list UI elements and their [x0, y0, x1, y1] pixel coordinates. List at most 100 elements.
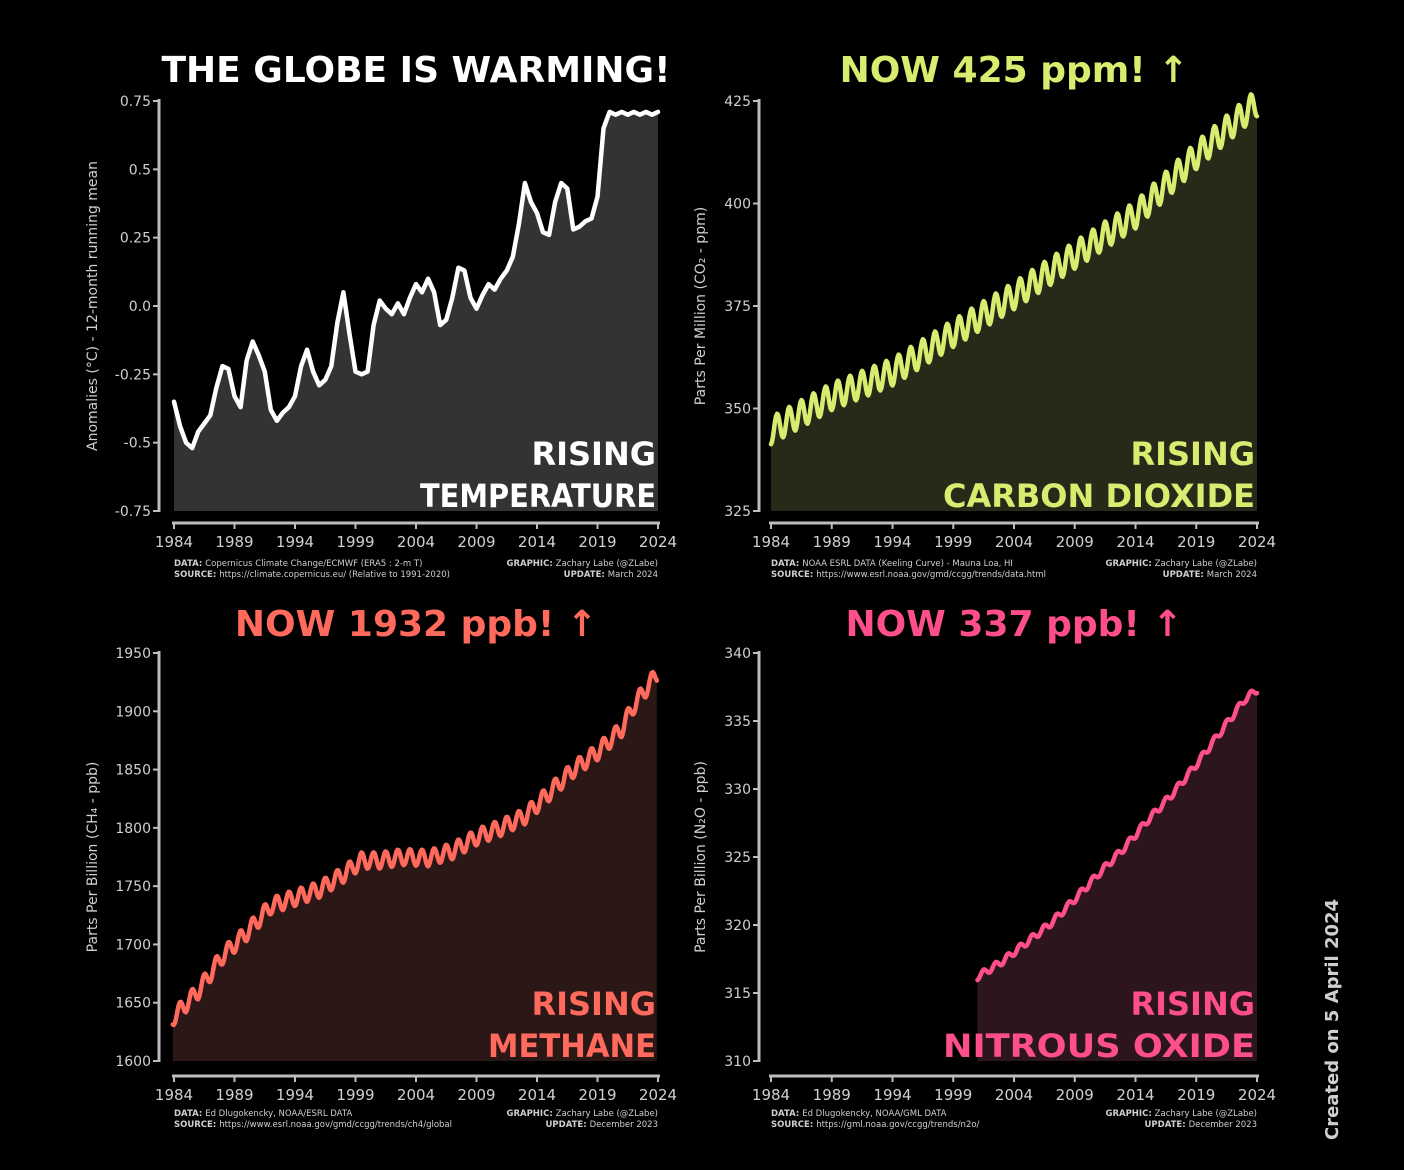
- series-line: [171, 109, 661, 451]
- x-tick-label: 1989: [215, 533, 253, 551]
- footer-key: DATA:: [174, 1109, 205, 1119]
- footer-value: Zachary Labe (@ZLabe): [556, 1109, 658, 1119]
- footer-left-line: SOURCE: https://climate.copernicus.eu/ (…: [174, 570, 450, 580]
- y-axis-label: Anomalies (°C) - 12-month running mean: [85, 161, 101, 451]
- footer-right-line: UPDATE: December 2023: [1145, 1120, 1258, 1130]
- footer-key: UPDATE:: [1145, 1120, 1189, 1130]
- y-tick-label: 0.75: [120, 94, 151, 110]
- series-area: [977, 690, 1257, 1061]
- x-tick-label: 2024: [639, 1086, 677, 1104]
- series-line: [768, 92, 1260, 447]
- y-tick-label: 400: [724, 197, 751, 213]
- x-tick-label: 1999: [934, 533, 972, 551]
- x-tick-label: 2009: [1056, 533, 1094, 551]
- x-tick-label: 2004: [397, 1086, 435, 1104]
- footer-key: UPDATE:: [546, 1120, 590, 1130]
- y-axis-label: Parts Per Million (CO₂ - ppm): [693, 207, 709, 405]
- footer-value: Zachary Labe (@ZLabe): [556, 559, 658, 569]
- footer-left-line: SOURCE: https://www.esrl.noaa.gov/gmd/cc…: [174, 1120, 452, 1130]
- footer-right-line: UPDATE: March 2024: [564, 570, 658, 580]
- y-tick-label: 335: [724, 714, 751, 730]
- footer-key: GRAPHIC:: [1105, 559, 1154, 569]
- y-tick-label: 315: [724, 986, 751, 1002]
- footer-value: https://climate.copernicus.eu/ (Relative…: [219, 570, 450, 580]
- annotation-line-2: TEMPERATURE: [420, 477, 656, 515]
- footer-key: UPDATE:: [1163, 570, 1207, 580]
- x-tick-label: 2019: [578, 1086, 616, 1104]
- x-tick-label: 1994: [276, 1086, 314, 1104]
- annotation-line-1: RISING: [1130, 985, 1255, 1023]
- annotation-line-1: RISING: [531, 435, 656, 473]
- x-tick-label: 2009: [457, 533, 495, 551]
- series-line: [170, 669, 660, 1028]
- footer-key: UPDATE:: [564, 570, 608, 580]
- y-tick-label: 1700: [115, 937, 151, 953]
- x-tick-label: 2014: [518, 1086, 556, 1104]
- y-tick-label: 1950: [115, 646, 151, 662]
- footer-key: SOURCE:: [174, 570, 219, 580]
- chart-title: THE GLOBE IS WARMING!: [161, 50, 670, 91]
- x-tick-label: 2004: [995, 1086, 1033, 1104]
- x-tick-label: 1994: [276, 533, 314, 551]
- footer-value: https://www.esrl.noaa.gov/gmd/ccgg/trend…: [816, 570, 1046, 580]
- annotation-line-2: CARBON DIOXIDE: [943, 477, 1255, 515]
- y-tick-label: 1900: [115, 704, 151, 720]
- x-tick-label: 2014: [1116, 533, 1154, 551]
- y-tick-label: 1800: [115, 821, 151, 837]
- y-tick-label: -0.5: [124, 436, 151, 452]
- x-tick-label: 2009: [1056, 1086, 1094, 1104]
- footer-left-line: SOURCE: https://gml.noaa.gov/ccgg/trends…: [771, 1120, 980, 1130]
- footer-key: GRAPHIC:: [1105, 1109, 1154, 1119]
- x-tick-label: 1989: [813, 533, 851, 551]
- footer-right-line: UPDATE: December 2023: [546, 1120, 659, 1130]
- footer-left-line: SOURCE: https://www.esrl.noaa.gov/gmd/cc…: [771, 570, 1046, 580]
- y-tick-label: 1650: [115, 996, 151, 1012]
- y-tick-label: -0.75: [115, 504, 151, 520]
- x-tick-label: 2019: [1177, 533, 1215, 551]
- x-tick-label: 1999: [336, 1086, 374, 1104]
- footer-value: Copernicus Climate Change/ECMWF (ERA5 : …: [205, 559, 422, 569]
- footer-key: SOURCE:: [771, 570, 816, 580]
- x-tick-label: 1984: [155, 1086, 193, 1104]
- y-tick-label: 0.25: [120, 231, 151, 247]
- y-tick-label: 1850: [115, 763, 151, 779]
- x-tick-label: 2014: [1116, 1086, 1154, 1104]
- y-tick-label: 325: [724, 504, 751, 520]
- annotation-line-2: NITROUS OXIDE: [943, 1027, 1255, 1065]
- footer-value: https://www.esrl.noaa.gov/gmd/ccgg/trend…: [219, 1120, 452, 1130]
- footer-value: December 2023: [590, 1120, 658, 1130]
- footer-value: Zachary Labe (@ZLabe): [1155, 559, 1257, 569]
- footer-value: Ed Dlugokencky, NOAA/ESRL DATA: [205, 1109, 352, 1119]
- footer-value: March 2024: [1207, 570, 1257, 580]
- footer-left-line: DATA: Ed Dlugokencky, NOAA/ESRL DATA: [174, 1109, 352, 1119]
- footer-key: SOURCE:: [174, 1120, 219, 1130]
- y-tick-label: 0.0: [129, 299, 151, 315]
- x-tick-label: 2019: [578, 533, 616, 551]
- footer-right-line: GRAPHIC: Zachary Labe (@ZLabe): [1105, 559, 1257, 569]
- footer-right-line: GRAPHIC: Zachary Labe (@ZLabe): [506, 559, 658, 569]
- chart-panel-2: NOW 425 ppm! ↑ 325 350 375 400 425 1984 1989 199…: [693, 50, 1276, 580]
- created-date-label: Created on 5 April 2024: [1322, 898, 1343, 1140]
- x-tick-label: 2009: [457, 1086, 495, 1104]
- footer-right-line: GRAPHIC: Zachary Labe (@ZLabe): [506, 1109, 658, 1119]
- y-tick-label: 320: [724, 918, 751, 934]
- x-tick-label: 1984: [752, 533, 790, 551]
- x-tick-label: 1984: [155, 533, 193, 551]
- y-tick-label: 1600: [115, 1054, 151, 1070]
- y-tick-label: -0.25: [115, 367, 151, 383]
- series-line: [975, 688, 1260, 983]
- y-tick-label: 0.5: [129, 162, 151, 178]
- x-tick-label: 2004: [995, 533, 1033, 551]
- footer-value: Zachary Labe (@ZLabe): [1155, 1109, 1257, 1119]
- annotation-line-2: METHANE: [488, 1027, 656, 1065]
- x-tick-label: 2004: [397, 533, 435, 551]
- x-tick-label: 1994: [873, 533, 911, 551]
- footer-key: GRAPHIC:: [506, 559, 555, 569]
- annotation-line-1: RISING: [1130, 435, 1255, 473]
- y-tick-label: 375: [724, 299, 751, 315]
- series-area: [174, 111, 658, 512]
- footer-key: SOURCE:: [771, 1120, 816, 1130]
- x-tick-label: 1999: [336, 533, 374, 551]
- chart-panel-3: NOW 1932 ppb! ↑ 1600 1650 1700 1750 1800 1850 1…: [85, 604, 677, 1130]
